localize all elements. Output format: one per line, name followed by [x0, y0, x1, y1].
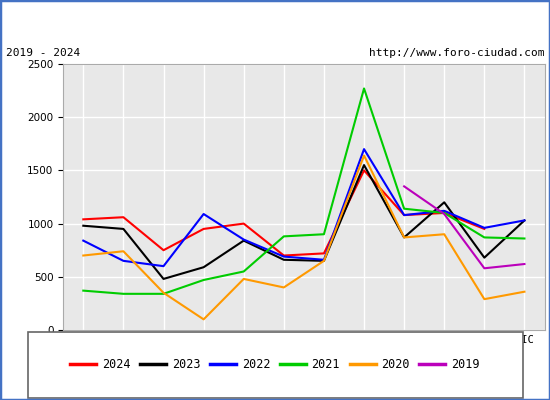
Text: Evolucion Nº Turistas Nacionales en el municipio de Villaverde de Guadalimar: Evolucion Nº Turistas Nacionales en el m…	[4, 14, 546, 28]
Legend: 2024, 2023, 2022, 2021, 2020, 2019: 2024, 2023, 2022, 2021, 2020, 2019	[65, 354, 485, 376]
Text: 2019 - 2024: 2019 - 2024	[6, 48, 80, 58]
Text: http://www.foro-ciudad.com: http://www.foro-ciudad.com	[369, 48, 544, 58]
